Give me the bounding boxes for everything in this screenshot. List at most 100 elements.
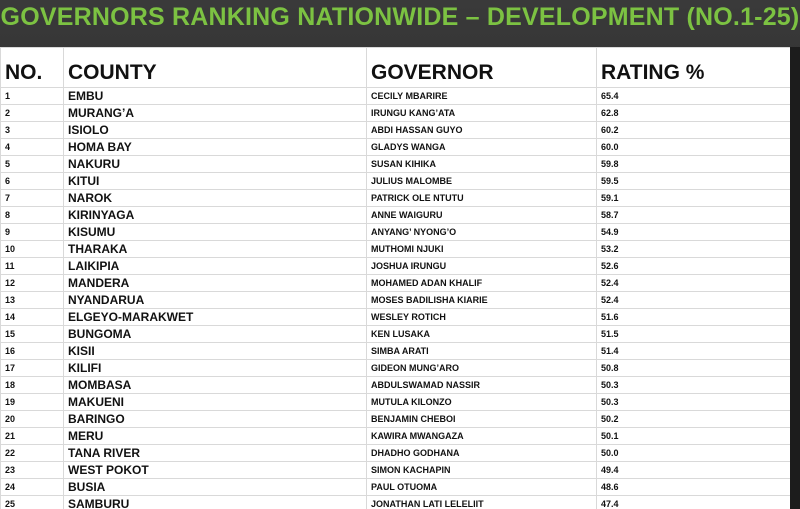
cell-rating: 48.6 (596, 478, 790, 496)
table-row: 21 MERU KAWIRA MWANGAZA 50.1 (0, 427, 790, 445)
cell-county: KILIFI (63, 359, 367, 377)
table-row: 4 HOMA BAY GLADYS WANGA 60.0 (0, 138, 790, 156)
table-row: 23 WEST POKOT SIMON KACHAPIN 49.4 (0, 461, 790, 479)
cell-no: 19 (0, 393, 64, 411)
cell-no: 12 (0, 274, 64, 292)
table-row: 19 MAKUENI MUTULA KILONZO 50.3 (0, 393, 790, 411)
cell-rating: 47.4 (596, 495, 790, 509)
cell-rating: 59.8 (596, 155, 790, 173)
table-row: 10 THARAKA MUTHOMI NJUKI 53.2 (0, 240, 790, 258)
table-row: 16 KISII SIMBA ARATI 51.4 (0, 342, 790, 360)
cell-rating: 50.1 (596, 427, 790, 445)
table-row: 7 NAROK PATRICK OLE NTUTU 59.1 (0, 189, 790, 207)
cell-county: KISII (63, 342, 367, 360)
cell-county: NYANDARUA (63, 291, 367, 309)
cell-county: KITUI (63, 172, 367, 190)
cell-no: 14 (0, 308, 64, 326)
cell-governor: WESLEY ROTICH (366, 308, 597, 326)
cell-governor: JONATHAN LATI LELELIIT (366, 495, 597, 509)
cell-governor: GLADYS WANGA (366, 138, 597, 156)
page-title: GOVERNORS RANKING NATIONWIDE – DEVELOPME… (0, 3, 800, 31)
table-row: 8 KIRINYAGA ANNE WAIGURU 58.7 (0, 206, 790, 224)
cell-rating: 65.4 (596, 87, 790, 105)
table-row: 12 MANDERA MOHAMED ADAN KHALIF 52.4 (0, 274, 790, 292)
cell-no: 8 (0, 206, 64, 224)
cell-county: BUNGOMA (63, 325, 367, 343)
cell-governor: SIMBA ARATI (366, 342, 597, 360)
cell-no: 20 (0, 410, 64, 428)
table-body: 1 EMBU CECILY MBARIRE 65.4 2 MURANG’A IRUNGU K… (0, 87, 790, 509)
cell-rating: 50.3 (596, 393, 790, 411)
cell-rating: 58.7 (596, 206, 790, 224)
cell-governor: ABDI HASSAN GUYO (366, 121, 597, 139)
table-row: 15 BUNGOMA KEN LUSAKA 51.5 (0, 325, 790, 343)
cell-rating: 60.2 (596, 121, 790, 139)
cell-no: 9 (0, 223, 64, 241)
cell-county: EMBU (63, 87, 367, 105)
right-edge (790, 47, 800, 509)
cell-governor: JULIUS MALOMBE (366, 172, 597, 190)
cell-no: 10 (0, 240, 64, 258)
table-row: 1 EMBU CECILY MBARIRE 65.4 (0, 87, 790, 105)
cell-no: 22 (0, 444, 64, 462)
cell-governor: ANNE WAIGURU (366, 206, 597, 224)
cell-no: 13 (0, 291, 64, 309)
cell-no: 11 (0, 257, 64, 275)
cell-county: WEST POKOT (63, 461, 367, 479)
cell-rating: 50.3 (596, 376, 790, 394)
cell-no: 4 (0, 138, 64, 156)
cell-rating: 50.0 (596, 444, 790, 462)
table-row: 18 MOMBASA ABDULSWAMAD NASSIR 50.3 (0, 376, 790, 394)
cell-rating: 52.6 (596, 257, 790, 275)
table-row: 9 KISUMU ANYANG’ NYONG’O 54.9 (0, 223, 790, 241)
cell-county: MANDERA (63, 274, 367, 292)
cell-rating: 50.8 (596, 359, 790, 377)
cell-governor: ABDULSWAMAD NASSIR (366, 376, 597, 394)
table-row: 14 ELGEYO-MARAKWET WESLEY ROTICH 51.6 (0, 308, 790, 326)
cell-governor: MUTHOMI NJUKI (366, 240, 597, 258)
cell-governor: JOSHUA IRUNGU (366, 257, 597, 275)
cell-county: TANA RIVER (63, 444, 367, 462)
cell-rating: 51.4 (596, 342, 790, 360)
cell-rating: 52.4 (596, 291, 790, 309)
cell-no: 3 (0, 121, 64, 139)
table-row: 17 KILIFI GIDEON MUNG’ARO 50.8 (0, 359, 790, 377)
cell-no: 7 (0, 189, 64, 207)
cell-county: HOMA BAY (63, 138, 367, 156)
cell-county: KIRINYAGA (63, 206, 367, 224)
table-row: 6 KITUI JULIUS MALOMBE 59.5 (0, 172, 790, 190)
cell-county: NAKURU (63, 155, 367, 173)
cell-governor: GIDEON MUNG’ARO (366, 359, 597, 377)
cell-governor: ANYANG’ NYONG’O (366, 223, 597, 241)
table-row: 2 MURANG’A IRUNGU KANG’ATA 62.8 (0, 104, 790, 122)
cell-rating: 52.4 (596, 274, 790, 292)
cell-rating: 53.2 (596, 240, 790, 258)
cell-rating: 49.4 (596, 461, 790, 479)
cell-governor: KEN LUSAKA (366, 325, 597, 343)
cell-county: LAIKIPIA (63, 257, 367, 275)
cell-rating: 60.0 (596, 138, 790, 156)
cell-no: 2 (0, 104, 64, 122)
table-row: 5 NAKURU SUSAN KIHIKA 59.8 (0, 155, 790, 173)
table-row: 20 BARINGO BENJAMIN CHEBOI 50.2 (0, 410, 790, 428)
ranking-table: NO. COUNTY GOVERNOR RATING % 1 EMBU CECILY… (0, 47, 790, 509)
cell-governor: BENJAMIN CHEBOI (366, 410, 597, 428)
cell-no: 16 (0, 342, 64, 360)
cell-governor: KAWIRA MWANGAZA (366, 427, 597, 445)
cell-county: ELGEYO-MARAKWET (63, 308, 367, 326)
table-row: 25 SAMBURU JONATHAN LATI LELELIIT 47.4 (0, 495, 790, 509)
table-header-row: NO. COUNTY GOVERNOR RATING % (0, 47, 790, 88)
table-row: 13 NYANDARUA MOSES BADILISHA KIARIE 52.4 (0, 291, 790, 309)
cell-county: MERU (63, 427, 367, 445)
table-row: 11 LAIKIPIA JOSHUA IRUNGU 52.6 (0, 257, 790, 275)
ranking-table-sheet: NO. COUNTY GOVERNOR RATING % 1 EMBU CECILY… (0, 47, 790, 509)
cell-no: 17 (0, 359, 64, 377)
cell-governor: CECILY MBARIRE (366, 87, 597, 105)
cell-county: BARINGO (63, 410, 367, 428)
cell-governor: PATRICK OLE NTUTU (366, 189, 597, 207)
cell-no: 21 (0, 427, 64, 445)
cell-no: 1 (0, 87, 64, 105)
cell-county: NAROK (63, 189, 367, 207)
cell-governor: SIMON KACHAPIN (366, 461, 597, 479)
cell-no: 15 (0, 325, 64, 343)
